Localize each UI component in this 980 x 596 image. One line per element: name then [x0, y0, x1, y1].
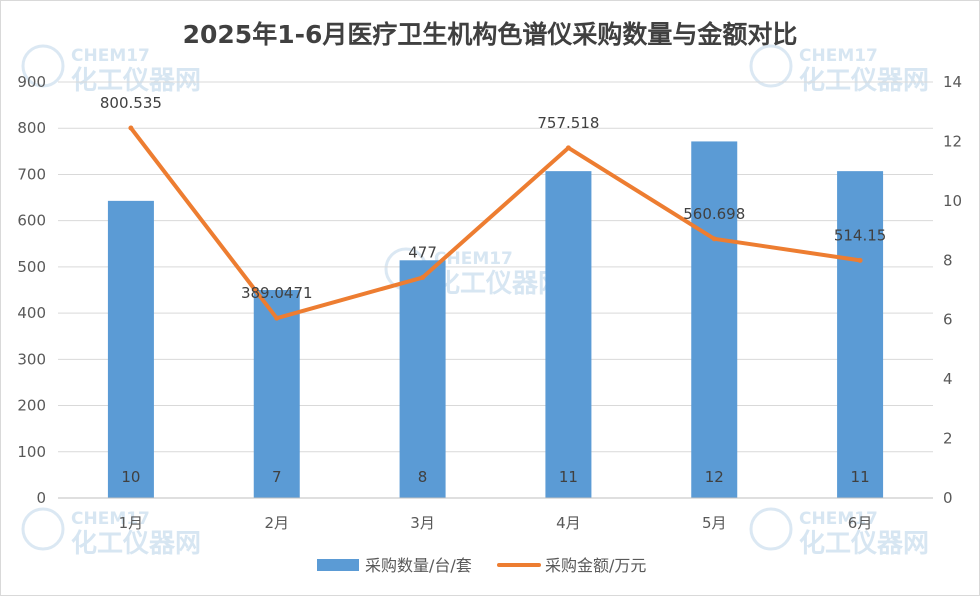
axes: 0 100 200 300 400 500 600 700 800 900 0 2 4 6 8 10 12 14 1…	[17, 73, 962, 532]
watermark-brand: CHEM17	[799, 509, 878, 529]
y-right-tick-label: 6	[943, 311, 953, 329]
watermark-brand: CHEM17	[71, 46, 150, 66]
y-right-tick-label: 0	[943, 489, 953, 507]
line-data-label: 477	[408, 244, 437, 262]
y-left-tick-label: 700	[17, 165, 46, 183]
x-tick-label: 3月	[410, 514, 435, 532]
bar-series: 10 7 8 11 12 11	[107, 141, 884, 498]
line-point	[128, 125, 134, 131]
watermark-tagline: 化工仪器网	[799, 529, 929, 559]
amount-line	[128, 125, 863, 321]
line-point	[565, 145, 571, 151]
bar-data-label: 11	[851, 468, 870, 486]
y-left-tick-label: 300	[17, 350, 46, 368]
line-data-label: 514.15	[834, 226, 887, 244]
y-right-tick-label: 2	[943, 430, 953, 448]
x-tick-label: 1月	[119, 514, 144, 532]
watermark-brand: CHEM17	[434, 249, 513, 269]
bar	[545, 171, 592, 498]
watermark-logo-icon	[21, 507, 65, 551]
bar	[107, 200, 154, 498]
x-tick-label: 5月	[702, 514, 727, 532]
y-left-tick-label: 100	[17, 443, 46, 461]
y-left-tick-label: 200	[17, 397, 46, 415]
watermark-tagline: 化工仪器网	[434, 269, 564, 299]
legend-line-label: 采购金额/万元	[545, 556, 646, 575]
x-tick-label: 6月	[848, 514, 873, 532]
y-right-tick-label: 10	[943, 192, 962, 210]
y-right-tick-label: 8	[943, 251, 953, 269]
line-data-label: 800.535	[100, 94, 162, 112]
bar	[399, 260, 446, 498]
watermark-logo-icon	[21, 44, 65, 88]
line-data-label: 389.0471	[241, 284, 313, 302]
watermark-logo-icon	[749, 44, 793, 88]
chart-title: 2025年1-6月医疗卫生机构色谱仪采购数量与金额对比	[183, 20, 798, 49]
bar-data-label: 8	[418, 468, 428, 486]
y-left-tick-label: 900	[17, 73, 46, 91]
legend: 采购数量/台/套 采购金额/万元	[317, 556, 646, 575]
line-series: 800.535 389.0471 477 757.518 560.698 514.15	[100, 94, 886, 321]
watermark-tagline: 化工仪器网	[71, 66, 201, 96]
watermark-logo-icon	[749, 507, 793, 551]
watermark-brand: CHEM17	[799, 46, 878, 66]
x-tick-label: 4月	[556, 514, 581, 532]
y-left-tick-label: 500	[17, 258, 46, 276]
line-point	[857, 257, 863, 263]
bar-data-label: 12	[705, 468, 724, 486]
y-left-tick-label: 0	[36, 489, 46, 507]
legend-bar-label: 采购数量/台/套	[365, 556, 472, 575]
bar	[837, 171, 884, 498]
line-data-label: 560.698	[683, 205, 745, 223]
y-left-tick-label: 800	[17, 119, 46, 137]
x-tick-label: 2月	[264, 514, 289, 532]
bar-data-label: 11	[559, 468, 578, 486]
bar	[691, 141, 738, 498]
watermark-tagline: 化工仪器网	[799, 66, 929, 96]
bar-data-label: 10	[121, 468, 140, 486]
y-right-tick-label: 14	[943, 73, 962, 91]
legend-bar-swatch	[317, 559, 359, 571]
y-right-tick-label: 12	[943, 132, 962, 150]
line-point	[420, 275, 426, 281]
bar-data-label: 7	[272, 468, 282, 486]
line-point	[711, 236, 717, 242]
y-left-tick-label: 400	[17, 304, 46, 322]
y-right-tick-label: 4	[943, 370, 953, 388]
watermark-tagline: 化工仪器网	[71, 529, 201, 559]
line-point	[274, 315, 280, 321]
y-left-tick-label: 600	[17, 212, 46, 230]
watermark-layer: CHEM17化工仪器网CHEM17化工仪器网CHEM17化工仪器网CHEM17化…	[21, 44, 929, 559]
bar	[253, 290, 300, 498]
line-data-label: 757.518	[537, 114, 599, 132]
watermark-brand: CHEM17	[71, 509, 150, 529]
